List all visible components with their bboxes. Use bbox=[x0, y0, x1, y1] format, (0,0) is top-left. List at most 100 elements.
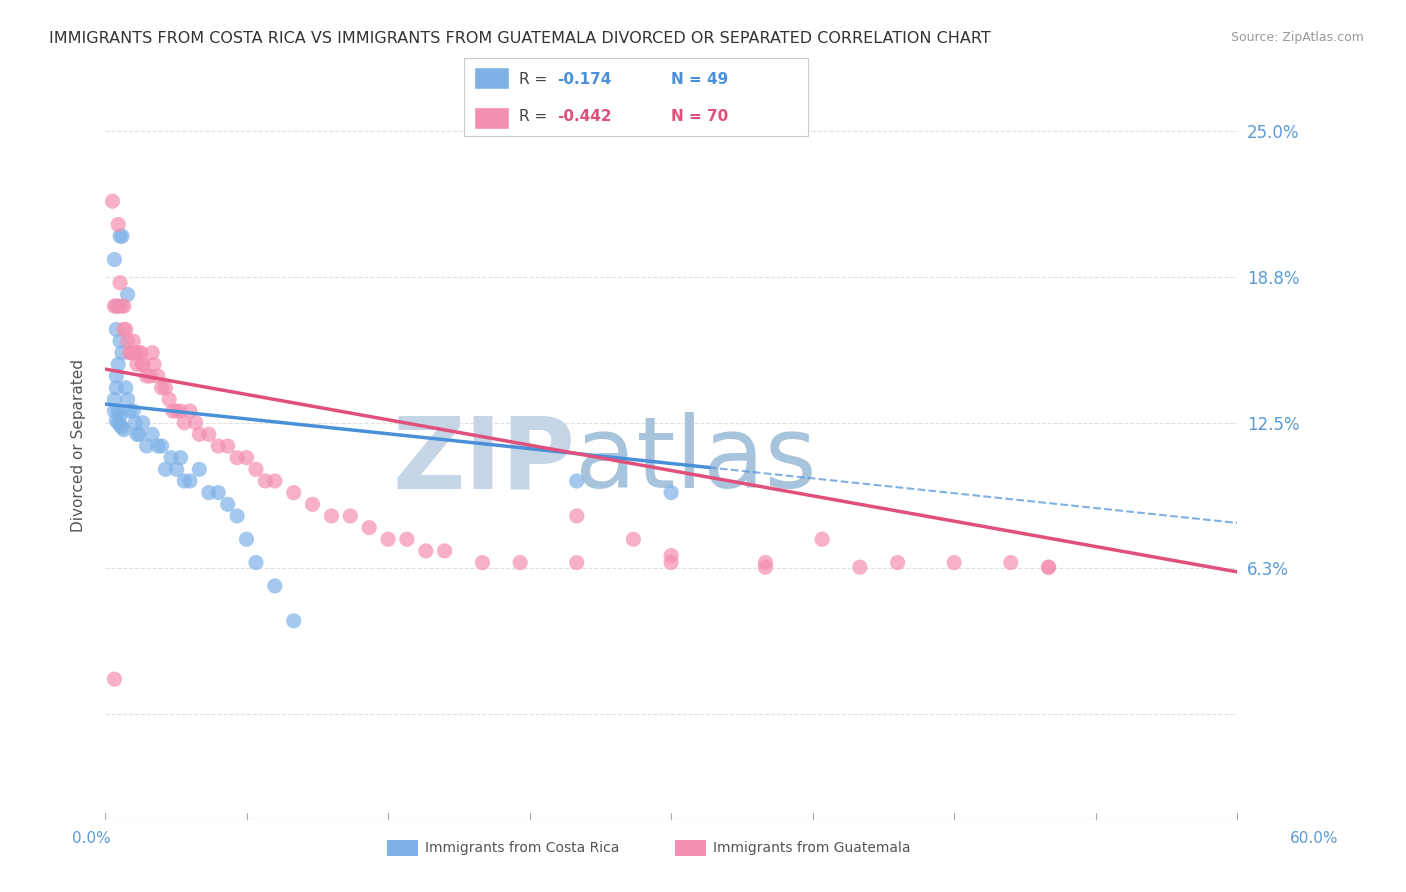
Point bbox=[217, 439, 239, 453]
Point bbox=[125, 427, 148, 442]
Point bbox=[124, 345, 146, 359]
Point bbox=[339, 508, 361, 523]
Point bbox=[395, 533, 418, 547]
Point bbox=[118, 404, 141, 418]
Point bbox=[1038, 560, 1060, 574]
Point bbox=[111, 229, 134, 244]
Point bbox=[101, 194, 124, 209]
Point bbox=[1000, 556, 1022, 570]
Point bbox=[565, 508, 588, 523]
Point bbox=[117, 287, 139, 301]
Point bbox=[103, 404, 125, 418]
Point bbox=[217, 497, 239, 511]
Point bbox=[565, 474, 588, 488]
FancyBboxPatch shape bbox=[474, 107, 509, 128]
Point bbox=[108, 276, 131, 290]
Text: Immigrants from Costa Rica: Immigrants from Costa Rica bbox=[425, 841, 619, 855]
Point bbox=[283, 614, 305, 628]
Point bbox=[621, 533, 644, 547]
Point bbox=[207, 439, 229, 453]
Point bbox=[108, 409, 131, 423]
Point bbox=[125, 358, 148, 372]
Point bbox=[166, 462, 188, 476]
Point bbox=[103, 672, 125, 686]
Point bbox=[114, 381, 136, 395]
Text: Source: ZipAtlas.com: Source: ZipAtlas.com bbox=[1230, 31, 1364, 45]
Point bbox=[111, 299, 134, 313]
Point bbox=[659, 556, 682, 570]
Point bbox=[108, 334, 131, 348]
Point bbox=[111, 420, 134, 434]
Point bbox=[226, 450, 249, 465]
Point bbox=[108, 229, 131, 244]
Point bbox=[886, 556, 908, 570]
Text: ZIP: ZIP bbox=[392, 412, 575, 509]
Point bbox=[811, 533, 834, 547]
Point bbox=[114, 322, 136, 336]
Point bbox=[112, 299, 135, 313]
Point bbox=[849, 560, 872, 574]
Point bbox=[301, 497, 323, 511]
Point bbox=[132, 416, 155, 430]
Point bbox=[173, 416, 195, 430]
Point bbox=[150, 439, 173, 453]
Point bbox=[659, 485, 682, 500]
Point bbox=[107, 299, 129, 313]
Point bbox=[565, 556, 588, 570]
Point bbox=[321, 508, 343, 523]
Point bbox=[283, 485, 305, 500]
Point bbox=[169, 404, 191, 418]
Text: Immigrants from Guatemala: Immigrants from Guatemala bbox=[713, 841, 910, 855]
Point bbox=[129, 345, 152, 359]
Text: R =: R = bbox=[519, 71, 553, 87]
Point bbox=[132, 358, 155, 372]
Point bbox=[235, 533, 257, 547]
Point bbox=[146, 369, 169, 384]
Point bbox=[254, 474, 277, 488]
Point bbox=[120, 345, 142, 359]
Point bbox=[112, 322, 135, 336]
Point bbox=[108, 417, 131, 432]
Point bbox=[111, 345, 134, 359]
Point bbox=[173, 474, 195, 488]
Point bbox=[377, 533, 399, 547]
Point bbox=[105, 299, 128, 313]
Point bbox=[103, 392, 125, 407]
Point bbox=[943, 556, 966, 570]
Point bbox=[471, 556, 494, 570]
Point bbox=[105, 381, 128, 395]
Point bbox=[139, 369, 162, 384]
Point bbox=[105, 322, 128, 336]
Point bbox=[124, 416, 146, 430]
Text: -0.174: -0.174 bbox=[557, 71, 612, 87]
Point bbox=[184, 416, 207, 430]
Point bbox=[117, 392, 139, 407]
Point bbox=[118, 345, 141, 359]
Point bbox=[162, 404, 184, 418]
Point bbox=[135, 369, 157, 384]
Point bbox=[1038, 560, 1060, 574]
Point bbox=[105, 413, 128, 427]
Point bbox=[245, 556, 267, 570]
Point bbox=[112, 423, 135, 437]
Point bbox=[155, 381, 177, 395]
Point bbox=[226, 508, 249, 523]
Point bbox=[117, 334, 139, 348]
Point bbox=[107, 416, 129, 430]
Point bbox=[141, 345, 163, 359]
Point bbox=[143, 358, 166, 372]
Point bbox=[433, 544, 456, 558]
Point bbox=[509, 556, 531, 570]
Point bbox=[122, 404, 145, 418]
Point bbox=[146, 439, 169, 453]
Point bbox=[659, 549, 682, 563]
Point bbox=[128, 427, 150, 442]
Point bbox=[141, 427, 163, 442]
Point bbox=[132, 358, 155, 372]
Point bbox=[263, 579, 285, 593]
Text: atlas: atlas bbox=[575, 412, 817, 509]
Text: N = 49: N = 49 bbox=[671, 71, 728, 87]
Y-axis label: Divorced or Separated: Divorced or Separated bbox=[72, 359, 86, 533]
Point bbox=[135, 439, 157, 453]
Point bbox=[754, 560, 776, 574]
